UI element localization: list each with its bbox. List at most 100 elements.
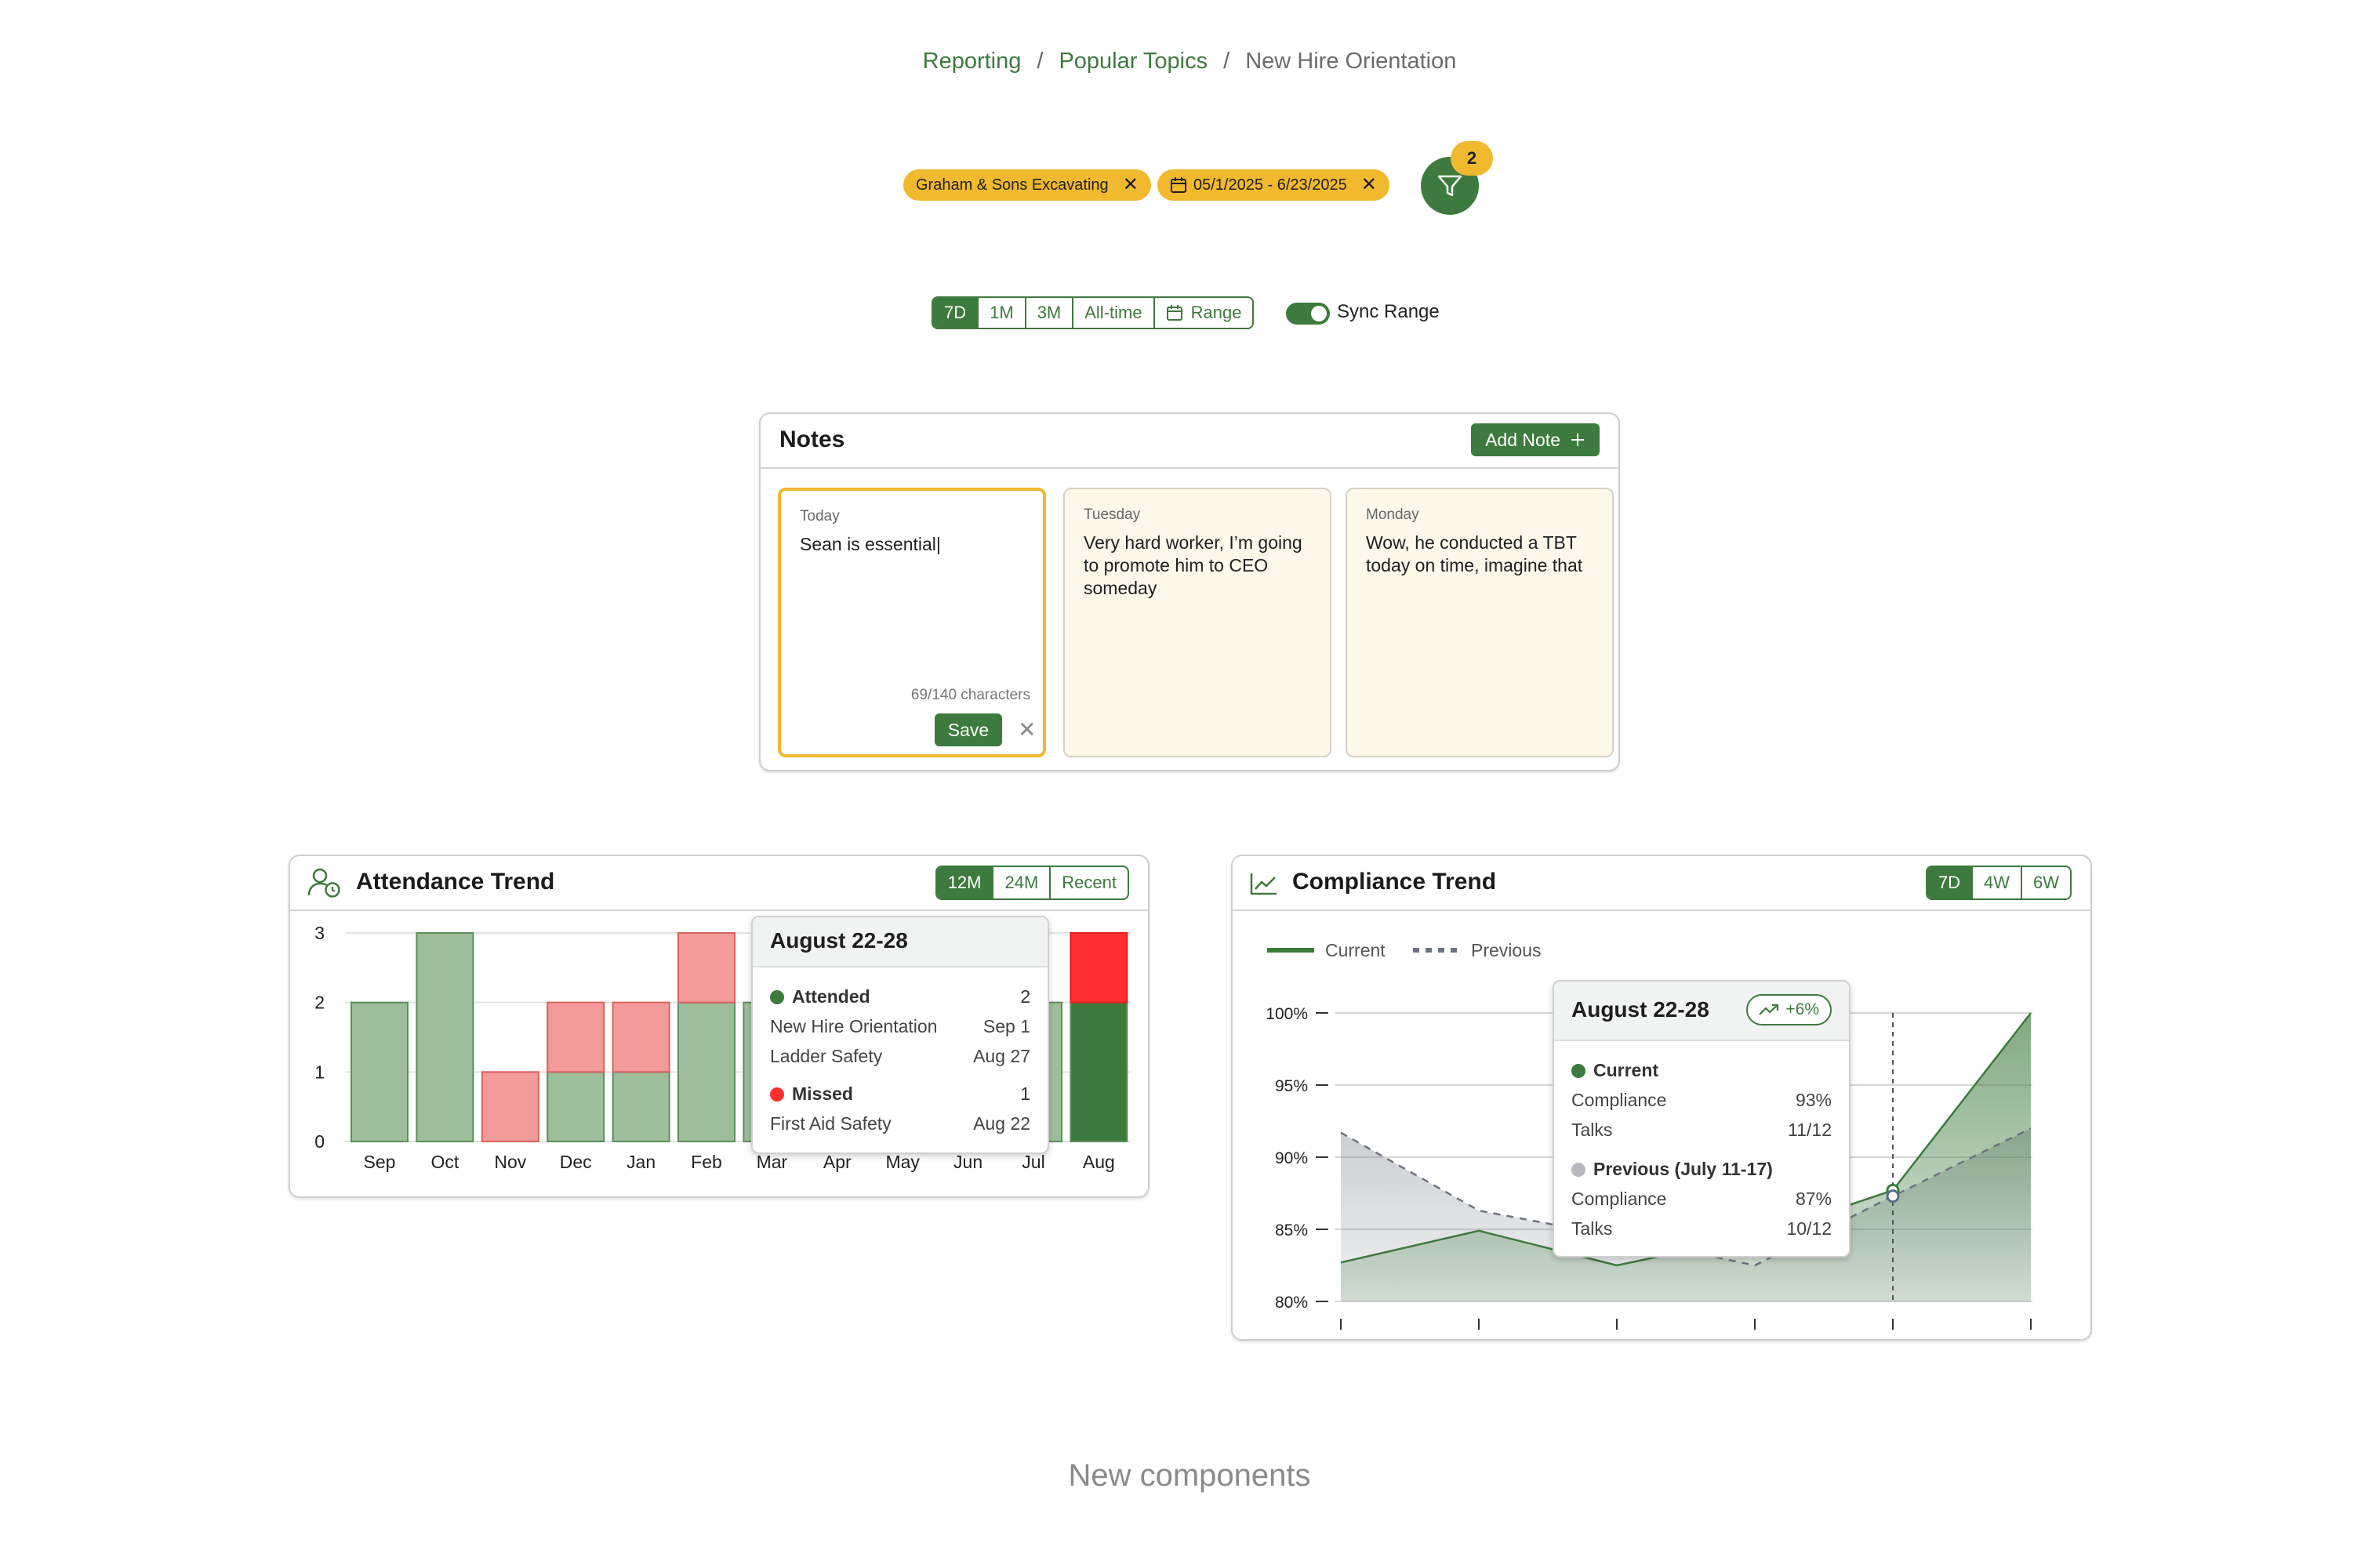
series-current-area bbox=[1341, 1013, 2031, 1301]
y-tick-label: 1 bbox=[314, 1062, 325, 1082]
x-tick-label: Aug bbox=[1083, 1152, 1115, 1172]
note-card[interactable]: Tuesday Very hard worker, I’m going to p… bbox=[1063, 488, 1331, 757]
attended-label: Attended bbox=[792, 986, 870, 1007]
x-tick-label: Nov bbox=[494, 1152, 526, 1172]
sync-range-toggle[interactable] bbox=[1286, 303, 1330, 325]
bar-missed bbox=[677, 932, 735, 1004]
y-tick-label: 3 bbox=[314, 923, 325, 943]
legend-previous-label: Previous bbox=[1471, 940, 1541, 960]
metric-value: 10/12 bbox=[1786, 1218, 1832, 1239]
tooltip-title: August 22-28 bbox=[1571, 997, 1709, 1022]
notes-card: Notes Add Note Today Sean is essential| … bbox=[759, 412, 1620, 771]
period-option-6w[interactable]: 6W bbox=[2033, 873, 2059, 892]
tooltip-previous-row: Previous (July 11-17) bbox=[1571, 1159, 1832, 1180]
filter-chip-date[interactable]: 05/1/2025 - 6/23/2025 ✕ bbox=[1157, 169, 1389, 201]
bar-attended bbox=[677, 1001, 735, 1142]
range-option-1m[interactable]: 1M bbox=[979, 298, 1026, 328]
bar-attended bbox=[612, 1071, 670, 1142]
tooltip-attended-row: Attended 2 bbox=[770, 986, 1030, 1007]
filter-count-badge: 2 bbox=[1451, 141, 1493, 176]
range-option-range[interactable]: Range bbox=[1155, 298, 1253, 328]
notes-title: Notes bbox=[779, 426, 845, 452]
filter-chip-label: 05/1/2025 - 6/23/2025 bbox=[1193, 176, 1347, 194]
compliance-title: Compliance Trend bbox=[1292, 869, 1497, 895]
period-option-7d[interactable]: 7D bbox=[1927, 867, 1973, 898]
calendar-icon bbox=[1166, 305, 1182, 321]
calendar-icon bbox=[1171, 177, 1186, 193]
y-tick-label: 95% bbox=[1275, 1077, 1308, 1095]
attendance-trend-card: Attendance Trend 12M 24M Recent 0 1 2 3 Sep O… bbox=[289, 855, 1150, 1198]
bar-attended bbox=[1070, 1001, 1128, 1142]
close-icon[interactable]: ✕ bbox=[1018, 717, 1037, 742]
filter-chip-label: Graham & Sons Excavating bbox=[916, 176, 1109, 194]
x-tick-label: Oct bbox=[431, 1152, 459, 1172]
range-option-7d[interactable]: 7D bbox=[933, 298, 979, 328]
tooltip-metric-row: Compliance 87% bbox=[1571, 1189, 1832, 1210]
save-note-button[interactable]: Save bbox=[935, 713, 1002, 746]
current-label: Current bbox=[1593, 1060, 1659, 1080]
compliance-tooltip: August 22-28 +6% Current Compliance 93% … bbox=[1553, 980, 1851, 1258]
note-editor[interactable]: Today Sean is essential| 69/140 characte… bbox=[778, 488, 1046, 757]
bar-attended bbox=[547, 1071, 605, 1142]
period-option-12m[interactable]: 12M bbox=[936, 867, 994, 898]
tooltip-item-name: Ladder Safety bbox=[770, 1046, 883, 1066]
x-tick-label: Dec bbox=[560, 1152, 592, 1172]
range-option-label: Range bbox=[1190, 303, 1242, 322]
note-text-input[interactable]: Sean is essential| bbox=[800, 534, 941, 554]
change-value: +6% bbox=[1785, 1000, 1819, 1018]
tooltip-title: August 22-28 bbox=[770, 928, 908, 953]
tooltip-metric-row: Compliance 93% bbox=[1571, 1090, 1832, 1111]
compliance-trend-card: Compliance Trend 7D 4W 6W Current Previo… bbox=[1231, 855, 2092, 1341]
range-option-3m[interactable]: 3M bbox=[1026, 298, 1074, 328]
add-note-button[interactable]: Add Note bbox=[1471, 423, 1600, 456]
metric-label: Compliance bbox=[1571, 1090, 1667, 1110]
note-text: Very hard worker, I’m going to promote h… bbox=[1084, 532, 1302, 598]
period-option-4w[interactable]: 4W bbox=[1973, 867, 2022, 898]
y-tick-label: 85% bbox=[1275, 1221, 1308, 1240]
x-tick-label: Jul bbox=[1022, 1152, 1044, 1172]
close-icon[interactable]: ✕ bbox=[1122, 174, 1139, 195]
tooltip-item-name: New Hire Orientation bbox=[770, 1016, 938, 1036]
y-tick-label: 90% bbox=[1275, 1149, 1308, 1167]
attendance-header: Attendance Trend 12M 24M Recent bbox=[290, 856, 1148, 911]
y-tick-label: 100% bbox=[1266, 1005, 1308, 1023]
sync-range-label: Sync Range bbox=[1337, 301, 1440, 322]
series-previous-line bbox=[1340, 1127, 2032, 1267]
metric-label: Compliance bbox=[1571, 1189, 1667, 1209]
tooltip-item-name: First Aid Safety bbox=[770, 1113, 892, 1134]
breadcrumb-popular-topics[interactable]: Popular Topics bbox=[1059, 49, 1208, 74]
bar-missed bbox=[481, 1071, 539, 1142]
close-icon[interactable]: ✕ bbox=[1360, 174, 1377, 195]
y-tick-label: 0 bbox=[314, 1131, 325, 1152]
range-option-all-time[interactable]: All-time bbox=[1073, 298, 1155, 328]
tooltip-item-row: First Aid Safety Aug 22 bbox=[770, 1113, 1030, 1134]
breadcrumb: Reporting / Popular Topics / New Hire Orient… bbox=[0, 49, 2379, 74]
breadcrumb-separator: / bbox=[1223, 49, 1230, 74]
range-selector: 7D 1M 3M All-time Range bbox=[932, 296, 1255, 329]
filter-chip-company[interactable]: Graham & Sons Excavating ✕ bbox=[903, 169, 1151, 201]
missed-label: Missed bbox=[792, 1083, 853, 1104]
bar-missed bbox=[612, 1001, 670, 1073]
tooltip-item-date: Sep 1 bbox=[982, 1016, 1030, 1036]
hover-point-previous bbox=[1886, 1189, 1900, 1203]
breadcrumb-separator: / bbox=[1037, 49, 1044, 74]
x-tick-label: Apr bbox=[823, 1152, 852, 1172]
bar-missed bbox=[1070, 932, 1128, 1004]
footer-label: New components bbox=[1068, 1458, 1311, 1493]
breadcrumb-reporting[interactable]: Reporting bbox=[922, 49, 1022, 74]
legend-dot bbox=[1571, 1163, 1585, 1177]
tooltip-missed-row: Missed 1 bbox=[770, 1083, 1030, 1105]
compliance-period-selector: 7D 4W 6W bbox=[1925, 866, 2072, 900]
period-option-24m[interactable]: 24M bbox=[993, 867, 1051, 898]
change-badge: +6% bbox=[1746, 994, 1832, 1025]
note-day: Tuesday bbox=[1084, 506, 1141, 523]
attendance-title: Attendance Trend bbox=[356, 869, 555, 895]
x-tick-label: May bbox=[885, 1152, 920, 1172]
note-card[interactable]: Monday Wow, he conducted a TBT today on … bbox=[1346, 488, 1614, 757]
metric-value: 93% bbox=[1795, 1090, 1832, 1110]
period-option-recent[interactable]: Recent bbox=[1062, 873, 1117, 892]
bar-attended bbox=[350, 1001, 409, 1142]
attendance-tooltip: August 22-28 Attended 2 New Hire Orienta… bbox=[751, 916, 1049, 1154]
missed-count: 1 bbox=[1020, 1083, 1030, 1104]
add-note-label: Add Note bbox=[1485, 429, 1560, 450]
